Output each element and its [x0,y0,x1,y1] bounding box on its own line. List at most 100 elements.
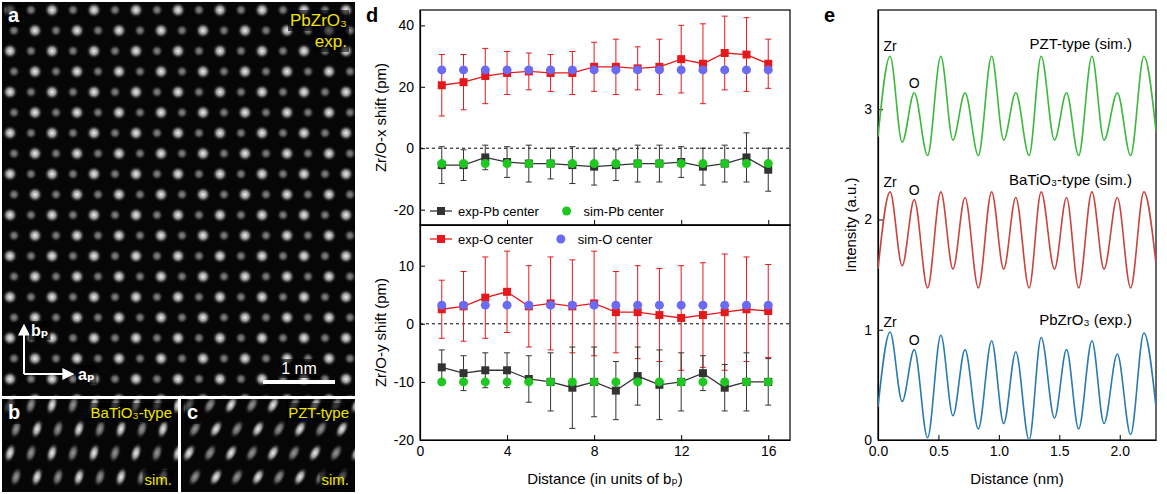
legend-item: exp-Pb center [430,204,540,219]
atom-column [86,2,102,18]
atom-column [153,105,169,121]
series-line [878,332,1156,440]
atom-column [241,440,262,465]
atom-column [296,84,312,100]
data-point [612,387,620,395]
atom-column [235,45,248,58]
atom-lattice [2,399,178,492]
series-line [442,292,768,318]
data-point [590,301,599,310]
atom-column [260,270,273,283]
atom-column [92,188,105,201]
atom-column [218,311,231,324]
atom-column [352,416,355,441]
atom-column [49,465,67,490]
atom-column [226,464,247,489]
tick: -20 [394,202,425,218]
atom-column [25,86,38,99]
atom-column [86,84,102,100]
error-bar [482,48,488,103]
atom-column [193,127,206,140]
atom-column [195,187,211,203]
atom-column [181,440,200,465]
atom-column [279,146,295,162]
atom-column [195,392,211,397]
data-point [590,377,599,386]
atom-column [302,65,315,78]
atom-column [279,392,295,397]
atom-column [111,392,127,397]
atom-column [92,270,105,283]
error-bar [743,18,749,92]
atom-column [193,250,206,263]
data-point [742,159,751,168]
data-point [655,160,663,168]
x-axis: 0.00.51.01.52.0 [869,435,1157,459]
error-bar [722,254,728,370]
atom-column [212,125,228,141]
tick-mark [1120,435,1121,440]
error-bar [765,148,771,191]
data-point [590,65,599,74]
atom-column [176,147,189,160]
atom-column [325,488,346,492]
atom-column [302,311,315,324]
atom-lattice [181,399,355,492]
atom-column [321,269,337,285]
atom-column [283,488,304,492]
data-point [524,377,533,386]
x-axis-title: Distance (nm) [970,470,1063,487]
atom-column [279,269,295,285]
legend-item: sim-Pb center [562,204,664,219]
atom-column [151,373,164,386]
data-point [503,377,512,386]
atom-column [212,248,228,264]
atom-column [2,330,18,346]
atom-column [69,64,85,80]
peak-label: O [909,332,920,348]
y-axis: -20-10010 [394,226,425,448]
data-point [764,377,773,386]
atom-column [27,64,43,80]
tick-label: 1 [864,322,872,338]
data-point [655,65,664,74]
atom-column [151,86,164,99]
tick: 1 [864,322,883,338]
reference-line [420,148,790,149]
atom-column [176,24,189,37]
data-point [481,65,490,74]
atom-column [50,65,63,78]
atom-column [302,106,315,119]
atom-column [86,125,102,141]
atom-column [69,310,85,326]
atom-column [109,45,122,58]
series [437,301,772,310]
data-point [655,301,664,310]
atom-column [218,24,231,37]
data-point [568,159,577,168]
tick-mark [938,435,939,440]
data-point [742,378,750,386]
panel-label: e [824,4,835,26]
data-point [698,377,707,386]
atom-column [148,489,166,492]
data-point [568,301,577,310]
atom-column [212,207,228,223]
atom-column [338,166,354,182]
atom-column [43,441,61,466]
atom-column [279,64,295,80]
atom-column [193,168,206,181]
series [878,332,1156,440]
atom-column [170,166,186,182]
tick: 0 [864,432,883,448]
atom-column [70,465,88,490]
axis-line [421,440,791,441]
data-point [459,65,468,74]
data-point [721,49,729,57]
atom-column [193,373,206,386]
atom-column [296,125,312,141]
atom-column [237,269,253,285]
atom-column [153,228,169,244]
y-axis: -2002040 [394,11,425,226]
atom-column [193,45,206,58]
